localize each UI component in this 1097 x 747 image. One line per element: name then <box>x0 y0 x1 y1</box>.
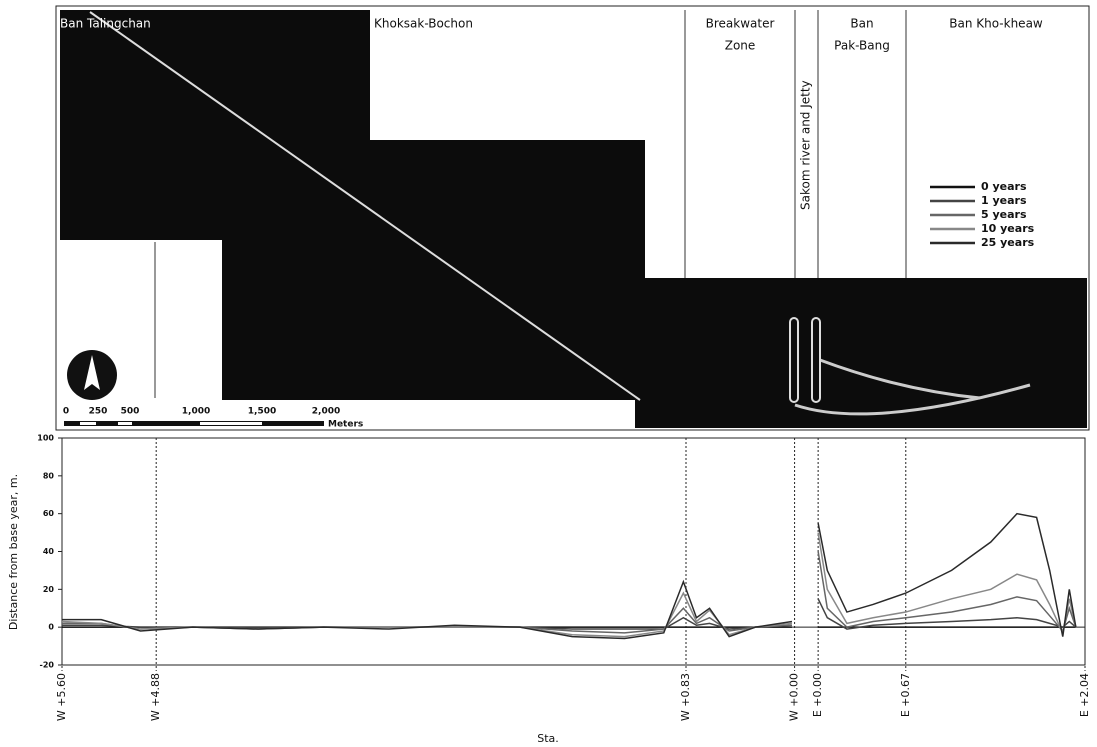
scale-label: 0 <box>63 407 69 417</box>
x-tick-label: W +4.88 <box>149 673 162 721</box>
map: Ban Talingchan Khoksak-Bochon Breakwater… <box>56 6 1089 430</box>
legend-label: 10 years <box>981 222 1035 235</box>
zone-label: Ban Talingchan <box>60 17 151 31</box>
scale-bar <box>200 422 262 425</box>
zone-label: Ban <box>850 17 873 31</box>
zone-label: Zone <box>725 39 756 53</box>
scale-label: 1,000 <box>182 407 210 417</box>
scale-label: 1,500 <box>248 407 276 417</box>
legend-label: 25 years <box>981 236 1035 249</box>
series-line <box>62 552 1076 633</box>
scale-bar <box>80 422 96 425</box>
series-line <box>62 599 1076 629</box>
figure: Ban Talingchan Khoksak-Bochon Breakwater… <box>0 0 1097 747</box>
series-line <box>62 514 1076 639</box>
legend-label: 0 years <box>981 180 1027 193</box>
y-tick-label: 0 <box>48 623 54 632</box>
x-axis-label: Sta. <box>537 732 559 745</box>
scale-bar <box>64 421 324 426</box>
scale-label: 500 <box>121 407 140 417</box>
y-tick-label: 60 <box>43 509 55 518</box>
y-tick-label: -20 <box>40 661 55 670</box>
x-tick-label: W +0.83 <box>679 673 692 721</box>
legend-label: 5 years <box>981 208 1027 221</box>
scale-bar <box>118 422 132 425</box>
x-tick-label: E +2.04 <box>1078 673 1091 717</box>
scale-label: 250 <box>89 407 108 417</box>
zone-label: Sakom river and Jetty <box>799 80 813 210</box>
zone-label: Khoksak-Bochon <box>374 17 473 31</box>
scale-unit: Meters <box>328 420 363 430</box>
x-tick-label: W +0.00 <box>788 673 801 721</box>
x-tick-label: E +0.00 <box>811 673 824 717</box>
x-tick-label: E +0.67 <box>899 673 912 717</box>
zone-label: Ban Kho-kheaw <box>949 17 1043 31</box>
x-tick-label: W +5.60 <box>55 673 68 721</box>
y-tick-label: 20 <box>43 585 55 594</box>
zone-label: Pak-Bang <box>834 39 890 53</box>
y-tick-label: 40 <box>43 547 55 556</box>
scale-label: 2,000 <box>312 407 340 417</box>
y-axis-label: Distance from base year, m. <box>7 474 20 630</box>
y-tick-label: 80 <box>43 471 55 480</box>
y-tick-label: 100 <box>37 434 54 443</box>
zone-label: Breakwater <box>706 17 775 31</box>
legend-label: 1 years <box>981 194 1027 207</box>
